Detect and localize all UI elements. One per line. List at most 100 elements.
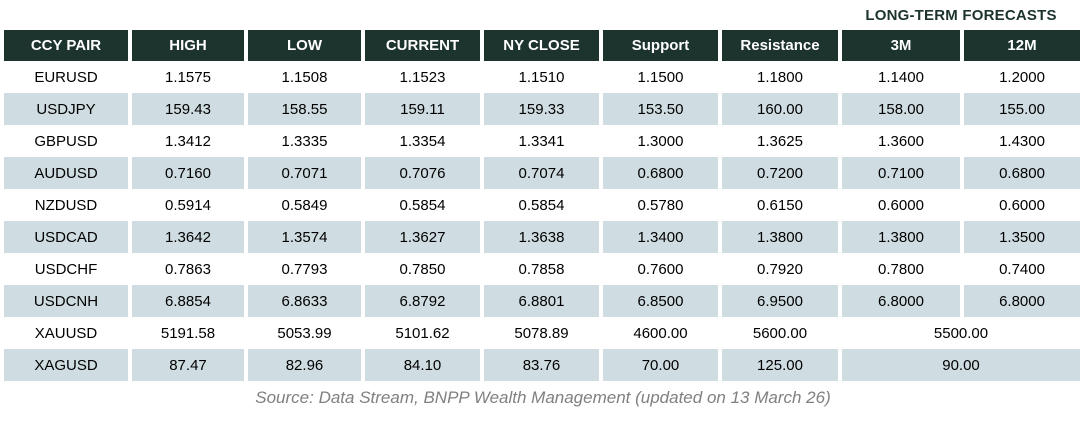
value-cell: 0.7863 (132, 253, 244, 285)
value-cell: 70.00 (603, 349, 718, 381)
value-cell: 1.3500 (964, 221, 1081, 253)
value-cell: 0.7100 (842, 157, 960, 189)
value-cell: 0.7200 (722, 157, 838, 189)
value-cell: 0.6000 (842, 189, 960, 221)
column-header-resistance: Resistance (722, 30, 838, 61)
value-cell: 5053.99 (248, 317, 361, 349)
value-cell: 1.1800 (722, 61, 838, 93)
value-cell: 0.7800 (842, 253, 960, 285)
value-cell: 4600.00 (603, 317, 718, 349)
value-cell: 1.3574 (248, 221, 361, 253)
value-cell: 5078.89 (484, 317, 599, 349)
value-cell: 0.5780 (603, 189, 718, 221)
value-cell: 87.47 (132, 349, 244, 381)
value-cell: 1.3642 (132, 221, 244, 253)
ccy-pair-cell: XAUUSD (4, 317, 128, 349)
value-cell: 0.6800 (964, 157, 1081, 189)
value-cell: 0.7076 (365, 157, 480, 189)
value-cell: 0.5854 (365, 189, 480, 221)
table-row: EURUSD 1.1575 1.1508 1.1523 1.1510 1.1500 1.18… (4, 61, 1081, 93)
fx-forecast-table: LONG-TERM FORECASTS CCY PAIR HIGH LOW CU… (4, 0, 1081, 381)
value-cell: 82.96 (248, 349, 361, 381)
column-header-support: Support (603, 30, 718, 61)
ccy-pair-cell: AUDUSD (4, 157, 128, 189)
value-cell: 6.8792 (365, 285, 480, 317)
value-cell: 155.00 (964, 93, 1081, 125)
value-cell: 5191.58 (132, 317, 244, 349)
value-cell: 6.8801 (484, 285, 599, 317)
value-cell: 1.3800 (842, 221, 960, 253)
value-cell: 160.00 (722, 93, 838, 125)
table-row: USDCHF 0.7863 0.7793 0.7850 0.7858 0.7600 0.79… (4, 253, 1081, 285)
column-header-row: CCY PAIR HIGH LOW CURRENT NY CLOSE Suppo… (4, 30, 1081, 61)
value-cell: 1.3000 (603, 125, 718, 157)
ccy-pair-cell: USDJPY (4, 93, 128, 125)
value-cell: 158.00 (842, 93, 960, 125)
value-cell: 6.8000 (842, 285, 960, 317)
value-cell: 1.3341 (484, 125, 599, 157)
value-cell: 6.8633 (248, 285, 361, 317)
value-cell: 1.4300 (964, 125, 1081, 157)
value-cell: 1.3800 (722, 221, 838, 253)
super-header-row: LONG-TERM FORECASTS (4, 0, 1081, 30)
value-cell: 0.7400 (964, 253, 1081, 285)
value-cell: 1.3354 (365, 125, 480, 157)
table-row: NZDUSD 0.5914 0.5849 0.5854 0.5854 0.5780 0.61… (4, 189, 1081, 221)
table-row: USDCAD 1.3642 1.3574 1.3627 1.3638 1.3400 1.38… (4, 221, 1081, 253)
value-cell: 84.10 (365, 349, 480, 381)
column-header-low: LOW (248, 30, 361, 61)
column-header-3m: 3M (842, 30, 960, 61)
value-cell: 6.8500 (603, 285, 718, 317)
value-cell: 0.5854 (484, 189, 599, 221)
value-cell: 0.7160 (132, 157, 244, 189)
value-cell: 0.7858 (484, 253, 599, 285)
column-header-high: HIGH (132, 30, 244, 61)
source-caption: Source: Data Stream, BNPP Wealth Managem… (255, 388, 831, 407)
value-cell: 0.6150 (722, 189, 838, 221)
merged-forecast-cell: 90.00 (842, 349, 1081, 381)
value-cell: 1.3627 (365, 221, 480, 253)
value-cell: 0.7920 (722, 253, 838, 285)
value-cell: 6.8854 (132, 285, 244, 317)
ccy-pair-cell: EURUSD (4, 61, 128, 93)
value-cell: 1.3638 (484, 221, 599, 253)
value-cell: 1.1575 (132, 61, 244, 93)
table-row: USDJPY 159.43 158.55 159.11 159.33 153.50 160.… (4, 93, 1081, 125)
table-row: USDCNH 6.8854 6.8633 6.8792 6.8801 6.8500 6.95… (4, 285, 1081, 317)
value-cell: 1.3400 (603, 221, 718, 253)
column-header-12m: 12M (964, 30, 1081, 61)
value-cell: 1.1510 (484, 61, 599, 93)
value-cell: 0.7793 (248, 253, 361, 285)
super-header-spacer (4, 0, 838, 30)
table-row: AUDUSD 0.7160 0.7071 0.7076 0.7074 0.6800 0.72… (4, 157, 1081, 189)
value-cell: 1.1500 (603, 61, 718, 93)
table-row: XAUUSD 5191.58 5053.99 5101.62 5078.89 4600.0… (4, 317, 1081, 349)
table-row: GBPUSD 1.3412 1.3335 1.3354 1.3341 1.3000 1.36… (4, 125, 1081, 157)
value-cell: 1.3600 (842, 125, 960, 157)
value-cell: 158.55 (248, 93, 361, 125)
value-cell: 0.6800 (603, 157, 718, 189)
value-cell: 0.6000 (964, 189, 1081, 221)
value-cell: 1.2000 (964, 61, 1081, 93)
value-cell: 0.5914 (132, 189, 244, 221)
value-cell: 1.1508 (248, 61, 361, 93)
value-cell: 5600.00 (722, 317, 838, 349)
value-cell: 0.7074 (484, 157, 599, 189)
value-cell: 1.3335 (248, 125, 361, 157)
long-term-forecasts-label: LONG-TERM FORECASTS (842, 0, 1081, 30)
value-cell: 6.9500 (722, 285, 838, 317)
ccy-pair-cell: XAGUSD (4, 349, 128, 381)
column-header-current: CURRENT (365, 30, 480, 61)
value-cell: 1.1523 (365, 61, 480, 93)
ccy-pair-cell: GBPUSD (4, 125, 128, 157)
column-header-ny-close: NY CLOSE (484, 30, 599, 61)
value-cell: 159.33 (484, 93, 599, 125)
value-cell: 5101.62 (365, 317, 480, 349)
column-header-ccy-pair: CCY PAIR (4, 30, 128, 61)
value-cell: 1.1400 (842, 61, 960, 93)
value-cell: 159.11 (365, 93, 480, 125)
value-cell: 1.3412 (132, 125, 244, 157)
value-cell: 0.7071 (248, 157, 361, 189)
value-cell: 0.5849 (248, 189, 361, 221)
